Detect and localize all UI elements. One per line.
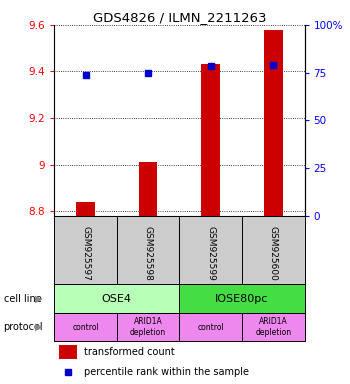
Title: GDS4826 / ILMN_2211263: GDS4826 / ILMN_2211263 bbox=[93, 11, 266, 24]
Bar bbox=[179, 216, 242, 284]
Text: GSM925600: GSM925600 bbox=[269, 226, 278, 281]
Text: GSM925597: GSM925597 bbox=[81, 226, 90, 281]
Bar bbox=[59, 345, 77, 359]
Bar bbox=[179, 284, 304, 313]
Text: IOSE80pc: IOSE80pc bbox=[215, 293, 269, 303]
Text: ARID1A
depletion: ARID1A depletion bbox=[255, 318, 291, 337]
Bar bbox=[117, 216, 179, 284]
Text: protocol: protocol bbox=[4, 322, 43, 332]
Text: ▶: ▶ bbox=[35, 322, 42, 332]
Bar bbox=[54, 313, 117, 341]
Bar bbox=[264, 30, 282, 216]
Text: GSM925599: GSM925599 bbox=[206, 226, 215, 281]
Text: cell line: cell line bbox=[4, 293, 41, 303]
Bar bbox=[54, 216, 117, 284]
Text: control: control bbox=[197, 323, 224, 332]
Text: OSE4: OSE4 bbox=[102, 293, 132, 303]
Bar bbox=[242, 313, 304, 341]
Text: GSM925598: GSM925598 bbox=[144, 226, 153, 281]
Bar bbox=[201, 65, 220, 216]
Bar bbox=[117, 313, 179, 341]
Bar bbox=[54, 284, 179, 313]
Bar bbox=[76, 202, 95, 216]
Text: percentile rank within the sample: percentile rank within the sample bbox=[84, 367, 249, 377]
Text: control: control bbox=[72, 323, 99, 332]
Bar bbox=[242, 216, 304, 284]
Text: transformed count: transformed count bbox=[84, 347, 175, 357]
Text: ARID1A
depletion: ARID1A depletion bbox=[130, 318, 166, 337]
Bar bbox=[179, 313, 242, 341]
Text: ▶: ▶ bbox=[35, 293, 42, 303]
Bar bbox=[139, 162, 158, 216]
